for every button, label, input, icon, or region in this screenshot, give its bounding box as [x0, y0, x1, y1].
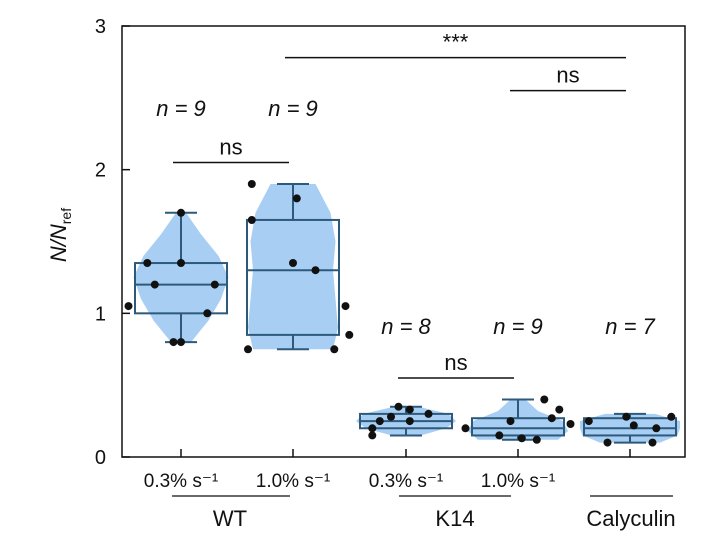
violin — [468, 399, 568, 440]
data-point — [506, 417, 515, 426]
data-point — [517, 434, 526, 443]
data-point — [368, 424, 377, 433]
group-label: WT — [213, 506, 247, 531]
data-point — [311, 266, 320, 275]
data-point — [368, 431, 377, 440]
data-point — [387, 412, 395, 421]
series-group-3: n = 9 — [461, 314, 575, 444]
data-point — [177, 208, 185, 217]
significance-label: *** — [443, 30, 469, 55]
data-point — [330, 345, 339, 354]
y-tick-label: 0 — [95, 447, 106, 469]
data-point — [169, 338, 178, 347]
data-point — [289, 259, 297, 267]
data-point — [405, 417, 414, 426]
series-group-2: n = 8 — [356, 314, 456, 440]
data-point — [424, 409, 433, 418]
x-tick-label: 0.3% s⁻¹ — [369, 471, 443, 492]
n-label: n = 9 — [268, 96, 318, 121]
box-iqr — [246, 218, 340, 336]
series-group-1: n = 9 — [244, 96, 354, 354]
data-point — [532, 435, 541, 444]
plot-layer: n = 9 n = 9 n = 8 n = 9 n = 7 ns *** ns ns — [124, 30, 680, 447]
y-tick-label: 3 — [95, 16, 106, 38]
data-point — [495, 431, 504, 440]
x-tick-label: 0.3% s⁻¹ — [144, 471, 218, 492]
data-point — [210, 280, 219, 289]
series-group-4: n = 7 — [580, 314, 680, 447]
data-point — [652, 424, 661, 433]
data-point — [124, 302, 133, 311]
plot-frame: 0 1 2 3 0.3% s⁻¹ 1.0% s⁻¹ 0.3% s⁻¹ 1.0% s⁻¹ WT K1… — [95, 16, 686, 531]
data-point — [244, 345, 252, 354]
data-point — [375, 417, 384, 426]
data-point — [394, 402, 403, 411]
data-point — [345, 330, 354, 339]
significance-label: ns — [219, 134, 242, 159]
y-axis-label: N/Nref — [46, 208, 74, 262]
violin — [133, 212, 229, 343]
data-point — [247, 216, 256, 224]
data-point — [292, 194, 301, 203]
y-tick-label: 1 — [95, 303, 106, 325]
data-point — [629, 421, 638, 430]
data-point — [555, 405, 564, 414]
data-point — [566, 420, 575, 428]
data-point — [150, 280, 159, 289]
n-label: n = 9 — [493, 314, 543, 339]
data-point — [177, 338, 185, 347]
n-label: n = 9 — [156, 96, 206, 121]
x-tick-label: 1.0% s⁻¹ — [256, 471, 330, 492]
plot-border — [121, 25, 686, 458]
series-group-0: n = 9 — [124, 96, 229, 347]
data-point — [461, 424, 470, 433]
data-point — [547, 414, 556, 423]
data-point — [177, 259, 185, 267]
data-point — [540, 395, 549, 404]
group-label: Calyculin — [586, 506, 675, 531]
data-point — [341, 302, 350, 311]
box-iqr — [471, 417, 565, 437]
data-point — [584, 417, 593, 426]
data-point — [622, 412, 631, 421]
n-label: n = 7 — [605, 314, 655, 339]
y-axis-label-main: N/N — [46, 224, 71, 262]
data-point — [203, 309, 212, 318]
data-point — [648, 438, 657, 447]
y-axis-label-sub: ref — [58, 208, 74, 224]
data-point — [603, 438, 612, 447]
data-point — [143, 259, 152, 267]
y-tick-label: 2 — [95, 160, 106, 182]
x-tick-label: 1.0% s⁻¹ — [481, 471, 555, 492]
data-point — [247, 180, 256, 188]
data-point — [667, 412, 676, 421]
group-label: K14 — [435, 506, 474, 531]
data-point — [405, 405, 414, 414]
n-label: n = 8 — [381, 314, 431, 339]
significance-label: ns — [444, 350, 467, 375]
significance-label: ns — [556, 63, 579, 88]
